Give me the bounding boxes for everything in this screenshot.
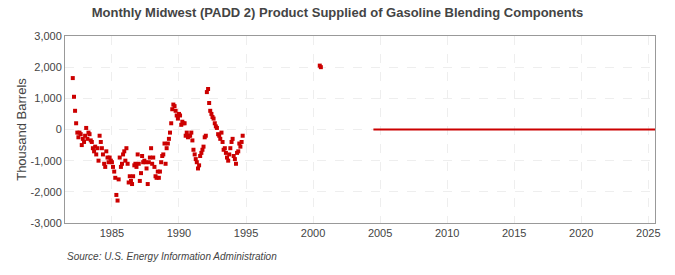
svg-text:2,000: 2,000 bbox=[34, 61, 62, 73]
svg-text:1,000: 1,000 bbox=[34, 92, 62, 104]
svg-text:Thousand Barrels: Thousand Barrels bbox=[14, 78, 29, 181]
svg-text:2020: 2020 bbox=[569, 227, 593, 239]
svg-text:Monthly Midwest (PADD 2) Produ: Monthly Midwest (PADD 2) Product Supplie… bbox=[92, 5, 584, 20]
svg-text:2025: 2025 bbox=[636, 227, 660, 239]
svg-text:-3,000: -3,000 bbox=[31, 217, 62, 229]
svg-text:-2,000: -2,000 bbox=[31, 186, 62, 198]
svg-text:-1,000: -1,000 bbox=[31, 155, 62, 167]
svg-text:3,000: 3,000 bbox=[34, 30, 62, 42]
svg-text:2015: 2015 bbox=[502, 227, 526, 239]
svg-text:2010: 2010 bbox=[435, 227, 459, 239]
svg-text:2005: 2005 bbox=[368, 227, 392, 239]
svg-text:1990: 1990 bbox=[167, 227, 191, 239]
svg-text:1985: 1985 bbox=[100, 227, 124, 239]
svg-text:Source: U.S. Energy Informatio: Source: U.S. Energy Information Administ… bbox=[67, 251, 277, 262]
svg-text:1995: 1995 bbox=[234, 227, 258, 239]
svg-text:2000: 2000 bbox=[301, 227, 325, 239]
svg-text:0: 0 bbox=[56, 123, 62, 135]
